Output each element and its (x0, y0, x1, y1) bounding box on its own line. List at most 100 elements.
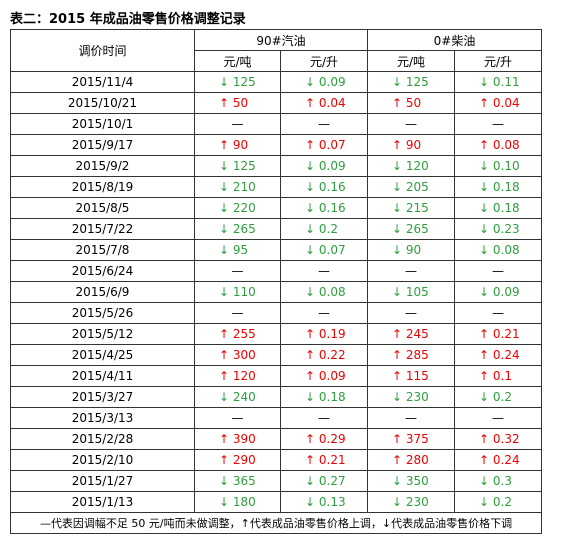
price-cell: ↓ 0.2 (454, 491, 543, 513)
price-cell: ↓ 240 (194, 386, 281, 408)
unit-header: 元/升 (279, 50, 369, 72)
date-cell: 2015/6/24 (10, 260, 195, 282)
date-cell: 2015/5/12 (10, 323, 195, 345)
price-cell: ↓ 0.09 (279, 71, 369, 93)
price-cell: ↓ 0.18 (279, 386, 369, 408)
data-row: 2015/5/12 ↑ 255 ↑ 0.19 ↑ 245 ↑ 0.21 (10, 323, 543, 345)
price-cell: — (194, 113, 281, 135)
date-cell: 2015/4/11 (10, 365, 195, 387)
data-row: 2015/7/22 ↓ 265 ↓ 0.2 ↓ 265 ↓ 0.23 (10, 218, 543, 240)
date-cell: 2015/6/9 (10, 281, 195, 303)
price-cell: ↓ 265 (367, 218, 456, 240)
price-cell: ↑ 375 (367, 428, 456, 450)
price-cell: — (367, 113, 456, 135)
date-cell: 2015/8/19 (10, 176, 195, 198)
data-row: 2015/8/5 ↓ 220 ↓ 0.16 ↓ 215 ↓ 0.18 (10, 197, 543, 219)
date-cell: 2015/3/27 (10, 386, 195, 408)
price-cell: ↓ 0.10 (454, 155, 543, 177)
price-cell: ↓ 0.16 (279, 197, 369, 219)
price-cell: — (367, 302, 456, 324)
data-row: 2015/9/17 ↑ 90 ↑ 0.07 ↑ 90 ↑ 0.08 (10, 134, 543, 156)
price-cell: ↓ 110 (194, 281, 281, 303)
price-cell: ↑ 0.07 (279, 134, 369, 156)
price-cell: ↑ 0.08 (454, 134, 543, 156)
date-cell: 2015/7/22 (10, 218, 195, 240)
price-cell: ↓ 125 (194, 71, 281, 93)
price-cell: — (454, 407, 543, 429)
title: 表二：2015 年成品油零售价格调整记录 (10, 12, 246, 27)
unit-header: 元/吨 (367, 50, 456, 72)
date-cell: 2015/5/26 (10, 302, 195, 324)
price-cell: ↑ 255 (194, 323, 281, 345)
data-row: 2015/8/19 ↓ 210 ↓ 0.16 ↓ 205 ↓ 0.18 (10, 176, 543, 198)
price-cell: — (279, 302, 369, 324)
price-cell: ↓ 365 (194, 470, 281, 492)
date-cell: 2015/2/10 (10, 449, 195, 471)
price-cell: ↓ 230 (367, 386, 456, 408)
price-cell: ↓ 215 (367, 197, 456, 219)
date-cell: 2015/1/13 (10, 491, 195, 513)
group-header: 90#汽油 (193, 29, 369, 51)
price-cell: ↑ 285 (367, 344, 456, 366)
data-row: 2015/4/25 ↑ 300 ↑ 0.22 ↑ 285 ↑ 0.24 (10, 344, 543, 366)
price-cell: ↓ 0.11 (454, 71, 543, 93)
price-cell: ↑ 0.21 (454, 323, 543, 345)
date-header: 调价时间 (10, 29, 195, 72)
price-cell: ↓ 105 (367, 281, 456, 303)
price-cell: ↓ 265 (194, 218, 281, 240)
price-cell: ↓ 0.2 (279, 218, 369, 240)
price-cell: ↑ 0.21 (279, 449, 369, 471)
price-cell: ↓ 125 (194, 155, 281, 177)
data-row: 2015/6/9 ↓ 110 ↓ 0.08 ↓ 105 ↓ 0.09 (10, 281, 543, 303)
date-cell: 2015/9/17 (10, 134, 195, 156)
price-cell: ↓ 0.27 (279, 470, 369, 492)
date-cell: 2015/11/4 (10, 71, 195, 93)
price-cell: ↓ 0.18 (454, 197, 543, 219)
header-row: 调价时间 90#汽油 0#柴油 (10, 29, 543, 72)
price-cell: ↓ 0.3 (454, 470, 543, 492)
price-cell: ↑ 0.32 (454, 428, 543, 450)
price-cell: — (454, 113, 543, 135)
date-cell: 2015/4/25 (10, 344, 195, 366)
data-row: 2015/3/27 ↓ 240 ↓ 0.18 ↓ 230 ↓ 0.2 (10, 386, 543, 408)
unit-header: 元/吨 (194, 50, 281, 72)
price-cell: ↓ 0.08 (279, 281, 369, 303)
price-cell: ↓ 180 (194, 491, 281, 513)
data-row: 2015/4/11 ↑ 120 ↑ 0.09 ↑ 115 ↑ 0.1 (10, 365, 543, 387)
price-cell: ↓ 230 (367, 491, 456, 513)
price-cell: ↑ 0.24 (454, 449, 543, 471)
date-cell: 2015/9/2 (10, 155, 195, 177)
price-cell: ↓ 90 (367, 239, 456, 261)
price-cell: — (194, 260, 281, 282)
group-header: 0#柴油 (367, 29, 543, 51)
price-cell: ↑ 0.04 (279, 92, 369, 114)
data-row: 2015/6/24— — — — (10, 260, 543, 282)
price-cell: ↑ 0.04 (454, 92, 543, 114)
price-cell: ↓ 95 (194, 239, 281, 261)
data-row: 2015/9/2 ↓ 125 ↓ 0.09 ↓ 120 ↓ 0.10 (10, 155, 543, 177)
price-cell: ↑ 0.22 (279, 344, 369, 366)
date-cell: 2015/10/21 (10, 92, 195, 114)
note: —代表因调幅不足 50 元/吨而未做调整，↑代表成品油零售价格上调，↓代表成品油… (9, 512, 543, 534)
price-cell: ↑ 0.29 (279, 428, 369, 450)
price-cell: ↑ 90 (194, 134, 281, 156)
price-cell: ↓ 205 (367, 176, 456, 198)
price-cell: ↓ 220 (194, 197, 281, 219)
price-cell: ↑ 390 (194, 428, 281, 450)
price-cell: ↓ 0.18 (454, 176, 543, 198)
price-cell: — (279, 260, 369, 282)
date-cell: 2015/1/27 (10, 470, 195, 492)
data-row: 2015/11/4 ↓ 125 ↓ 0.09 ↓ 125 ↓ 0.11 (10, 71, 543, 93)
date-cell: 2015/10/1 (10, 113, 195, 135)
price-cell: ↑ 115 (367, 365, 456, 387)
price-cell: ↑ 245 (367, 323, 456, 345)
data-row: 2015/1/13 ↓ 180 ↓ 0.13 ↓ 230 ↓ 0.2 (10, 491, 543, 513)
price-cell: ↓ 0.09 (454, 281, 543, 303)
price-cell: — (454, 302, 543, 324)
price-cell: ↑ 300 (194, 344, 281, 366)
unit-header: 元/升 (454, 50, 543, 72)
price-cell: ↓ 0.2 (454, 386, 543, 408)
date-cell: 2015/3/13 (10, 407, 195, 429)
price-cell: ↑ 0.19 (279, 323, 369, 345)
